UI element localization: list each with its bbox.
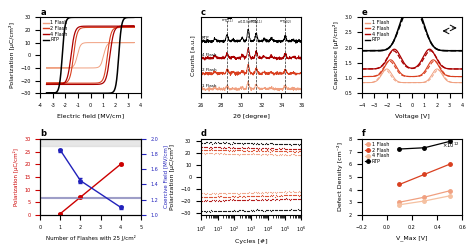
- Text: $\times 10^{12}$: $\times 10^{12}$: [442, 141, 459, 150]
- Legend: 1 Flash, 2 Flash, 4 Flash, RTP: 1 Flash, 2 Flash, 4 Flash, RTP: [43, 20, 68, 43]
- Y-axis label: Coercive Field [MV/cm]: Coercive Field [MV/cm]: [164, 145, 169, 208]
- Text: $m_{(1\overline{1}1)}$: $m_{(1\overline{1}1)}$: [221, 18, 234, 26]
- Legend: 1 Flash, 2 Flash, 4 Flash, RTP: 1 Flash, 2 Flash, 4 Flash, RTP: [364, 20, 390, 43]
- Y-axis label: Defect Density [cm⁻²]: Defect Density [cm⁻²]: [337, 142, 343, 211]
- X-axis label: Electric field [MV/cm]: Electric field [MV/cm]: [57, 114, 124, 119]
- Text: $o_{(111)}/t_{(011)}$: $o_{(111)}/t_{(011)}$: [237, 18, 259, 26]
- Text: 1 Flash: 1 Flash: [202, 84, 217, 88]
- Y-axis label: Polarization [μC/cm²]: Polarization [μC/cm²]: [13, 148, 19, 206]
- Text: 2 Flash: 2 Flash: [202, 68, 217, 72]
- Text: $m_{(002)}$: $m_{(002)}$: [279, 18, 292, 26]
- Text: b: b: [40, 129, 46, 138]
- Text: a: a: [40, 7, 46, 17]
- Y-axis label: Counts [a.u.]: Counts [a.u.]: [191, 35, 195, 76]
- Text: $m_{(111)}$: $m_{(111)}$: [250, 18, 263, 26]
- Text: d: d: [201, 129, 207, 138]
- Text: f: f: [362, 129, 365, 138]
- X-axis label: Cycles [#]: Cycles [#]: [235, 240, 267, 245]
- Legend: 1 Flash, 2 Flash, 4 Flash, RTP: 1 Flash, 2 Flash, 4 Flash, RTP: [364, 141, 390, 165]
- Text: e: e: [362, 7, 367, 17]
- X-axis label: Number of Flashes with 25 J/cm²: Number of Flashes with 25 J/cm²: [46, 235, 136, 241]
- X-axis label: Voltage [V]: Voltage [V]: [394, 114, 429, 119]
- Y-axis label: Capacitance [μF/cm²]: Capacitance [μF/cm²]: [333, 21, 339, 89]
- Bar: [40, 139, 141, 146]
- Y-axis label: Polarization [μC/cm²]: Polarization [μC/cm²]: [169, 144, 175, 210]
- Text: c: c: [201, 7, 206, 17]
- X-axis label: V_Max [V]: V_Max [V]: [396, 235, 428, 241]
- Text: 4 Flash: 4 Flash: [202, 53, 217, 57]
- Text: RTP: RTP: [202, 36, 210, 40]
- Y-axis label: Polarization [μC/cm²]: Polarization [μC/cm²]: [9, 22, 15, 88]
- X-axis label: 2θ [degree]: 2θ [degree]: [233, 114, 270, 119]
